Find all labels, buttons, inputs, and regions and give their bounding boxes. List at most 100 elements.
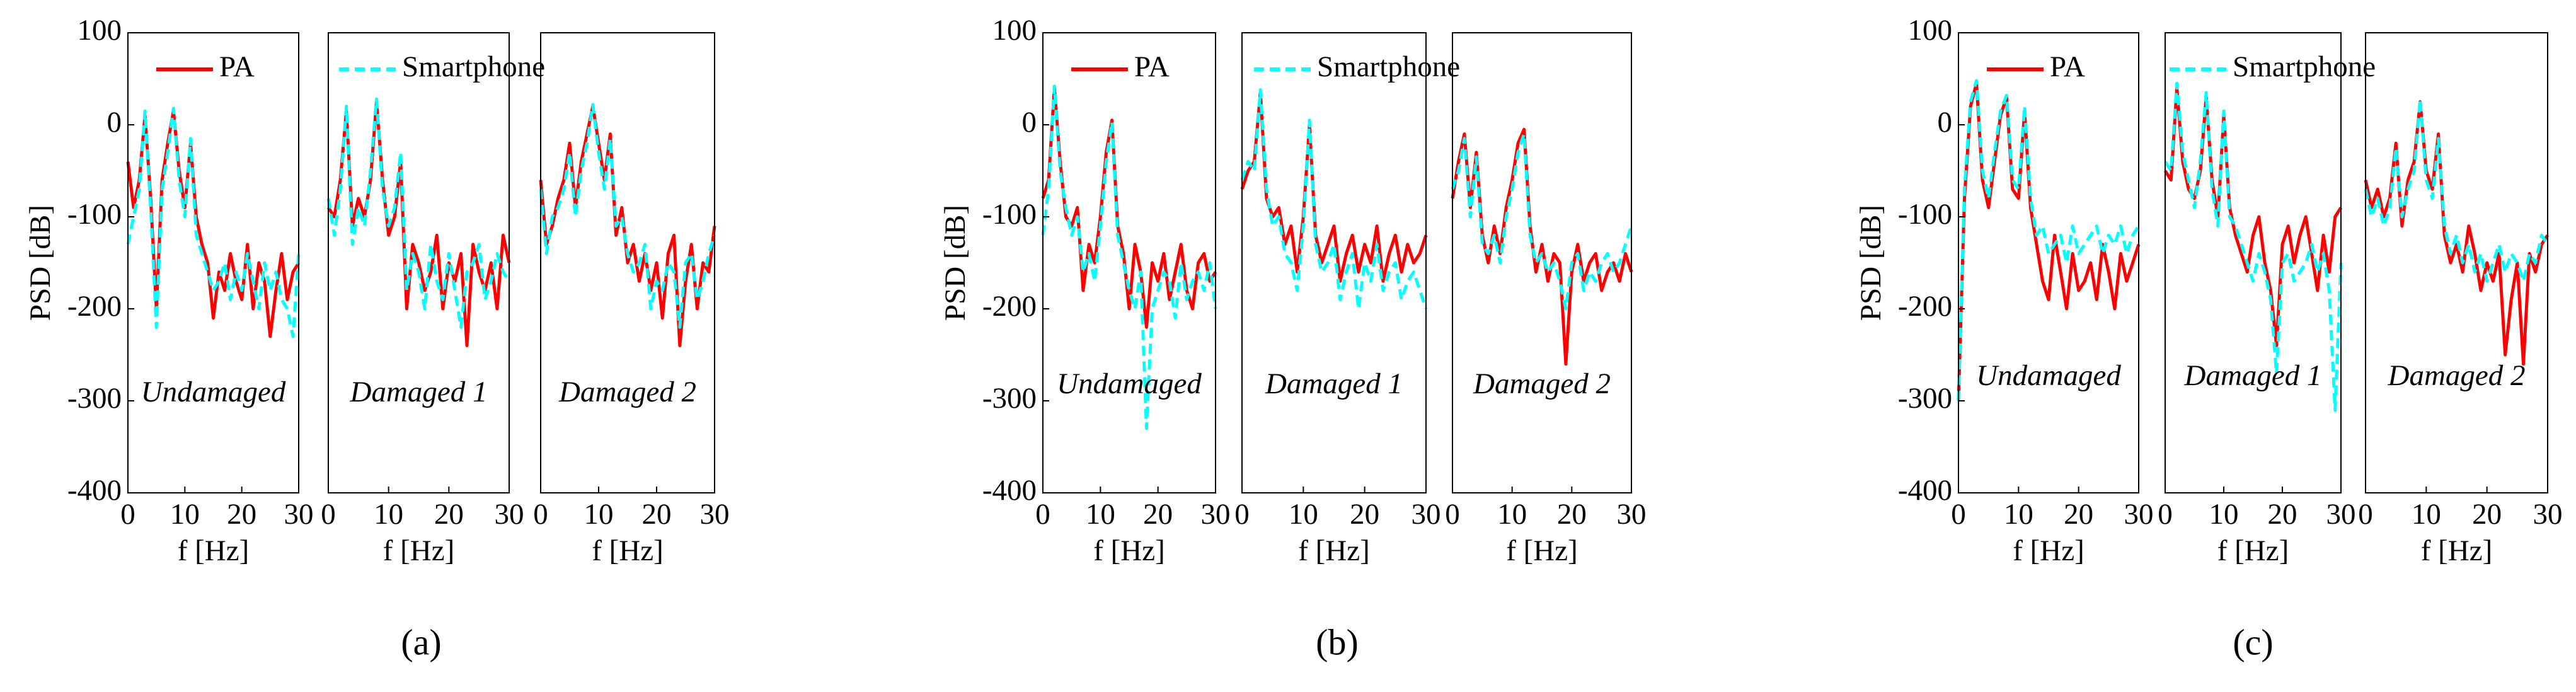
psd-line [2364,97,2550,283]
panel-frame [2165,32,2342,493]
psd-line [1240,88,1428,311]
psd-line [1041,86,1217,329]
x-tick-label: 30 [284,498,314,531]
x-axis-label: f [Hz] [592,534,664,567]
panel-frame [540,32,715,493]
psd-line [126,109,301,338]
annotation: Damaged 2 [558,376,696,408]
legend-label: Smartphone [1317,50,1460,83]
annotation: Damaged 2 [2388,359,2526,392]
x-tick-label: 0 [321,498,336,531]
x-tick-label: 20 [2064,498,2093,531]
panel-frame [328,32,510,493]
legend-label: PA [2050,50,2085,83]
x-tick-label: 10 [1086,498,1115,531]
psd-line [126,107,301,338]
x-tick-label: 0 [120,498,135,531]
psd-line [1957,81,2141,401]
y-tick-label: -100 [982,198,1037,231]
panel-frame [127,32,299,493]
y-tick-label: -400 [1898,474,1952,507]
y-tick-label: 0 [1022,106,1037,139]
x-tick-label: 30 [1617,498,1647,531]
annotation: Undamaged [1976,359,2121,392]
psd-line [326,100,511,347]
x-tick-label: 30 [2326,498,2356,531]
y-tick-label: 0 [107,106,122,139]
x-tick-label: 30 [2533,498,2563,531]
y-tick-label: -100 [1898,198,1952,231]
y-tick-label: -300 [67,382,122,415]
x-tick-label: 10 [170,498,200,531]
x-tick-label: 10 [2412,498,2441,531]
psd-line [539,103,716,329]
panel-frame [1042,32,1216,493]
psd-line [326,97,511,329]
annotation: Undamaged [141,376,286,408]
x-tick-label: 30 [1201,498,1231,531]
psd-line [2364,100,2550,366]
legend-label: PA [219,50,255,83]
y-tick-label: -200 [67,290,122,323]
panel-frame [1241,32,1427,493]
x-tick-label: 20 [2268,498,2297,531]
y-tick-label: 0 [1938,106,1953,139]
y-tick-label: -300 [982,382,1037,415]
x-tick-label: 10 [2209,498,2239,531]
x-tick-label: 30 [1412,498,1441,531]
y-tick-label: -100 [67,198,122,231]
legend-label: Smartphone [2233,50,2376,83]
x-tick-label: 20 [1350,498,1379,531]
x-tick-label: 20 [227,498,256,531]
y-tick-label: -400 [982,474,1037,507]
x-tick-label: 0 [1234,498,1250,531]
annotation: Undamaged [1057,367,1202,400]
x-axis-label: f [Hz] [2217,534,2289,567]
legend-label: PA [1134,50,1170,83]
x-tick-label: 30 [2124,498,2154,531]
y-tick-label: -400 [67,474,122,507]
x-tick-label: 0 [1035,498,1050,531]
psd-line [2163,86,2343,347]
annotation: Damaged 1 [350,376,488,408]
x-tick-label: 0 [533,498,548,531]
x-tick-label: 20 [2472,498,2502,531]
subfigure-caption: (b) [1316,621,1359,662]
x-axis-label: f [Hz] [1298,534,1370,567]
x-tick-label: 20 [434,498,464,531]
x-axis-label: f [Hz] [178,534,250,567]
psd-line [2163,81,2343,412]
x-tick-label: 20 [642,498,672,531]
psd-line [1957,79,2141,401]
annotation: Damaged 2 [1473,367,1611,400]
annotation: Damaged 1 [1265,367,1403,400]
x-tick-label: 0 [2358,498,2373,531]
x-tick-label: 30 [495,498,524,531]
x-tick-label: 20 [1143,498,1173,531]
y-tick-label: -200 [1898,290,1952,323]
x-tick-label: 10 [2004,498,2033,531]
y-tick-label: 100 [992,14,1037,47]
subfigure-caption: (a) [401,621,441,662]
subfigure-caption: (c) [2233,621,2273,662]
x-axis-label: f [Hz] [1506,534,1578,567]
x-axis-label: f [Hz] [2013,534,2084,567]
x-axis-label: f [Hz] [1093,534,1165,567]
x-tick-label: 0 [1951,498,1966,531]
legend-label: Smartphone [402,50,545,83]
x-tick-label: 0 [2158,498,2173,531]
x-tick-label: 10 [374,498,403,531]
y-tick-label: 100 [78,14,122,47]
panel-frame [2365,32,2548,493]
psd-line [1451,127,1633,366]
x-tick-label: 10 [1497,498,1527,531]
panel-frame [1958,32,2139,493]
psd-line [539,105,716,347]
y-tick-label: -200 [982,290,1037,323]
x-tick-label: 30 [700,498,730,531]
x-tick-label: 10 [1289,498,1318,531]
y-axis-label: PSD [dB] [939,205,972,321]
annotation: Damaged 1 [2184,359,2322,392]
psd-line [1041,84,1217,430]
